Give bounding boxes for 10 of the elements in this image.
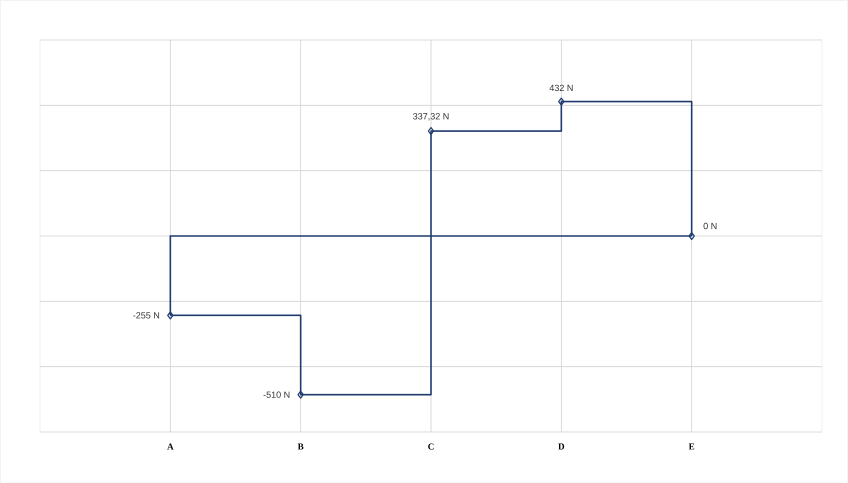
data-label: 0 N (704, 222, 716, 230)
data-label: -255 N (133, 312, 160, 319)
x-tick-label: D (558, 444, 564, 450)
x-tick-label: A (167, 444, 174, 450)
x-tick-label: E (688, 444, 694, 450)
data-label: 432 N (550, 84, 573, 92)
x-tick-label: C (428, 444, 434, 450)
data-label: -510 N (264, 391, 290, 398)
x-tick-label: B (298, 444, 304, 450)
data-label: 337,32 N (413, 113, 449, 121)
